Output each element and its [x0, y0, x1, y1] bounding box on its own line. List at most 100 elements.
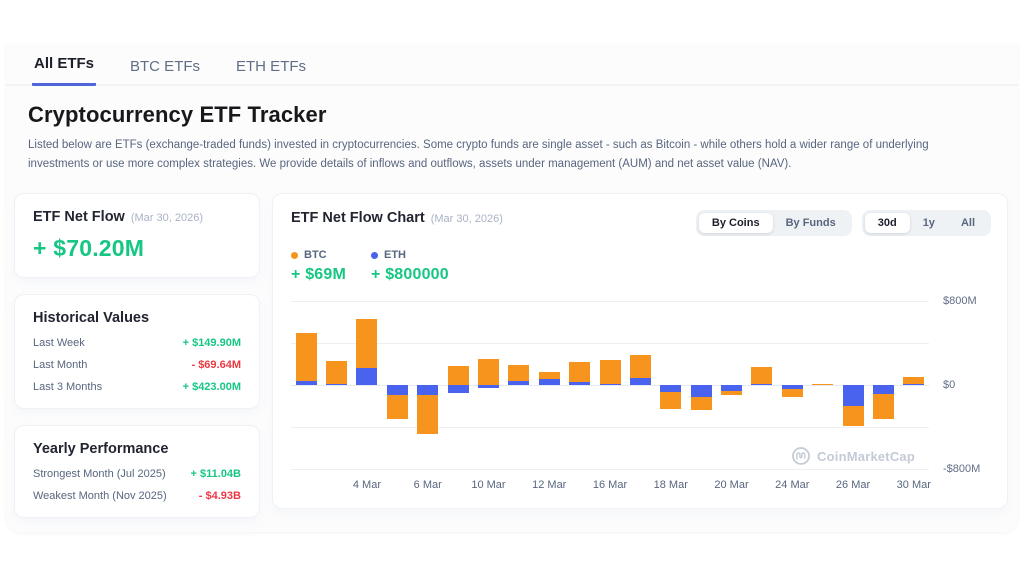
bar-eth-9-mar[interactable]: [447, 385, 469, 394]
gridline--800: [291, 468, 929, 470]
tab-bar: All ETFs BTC ETFs ETH ETFs: [6, 44, 1018, 86]
toggle-30d[interactable]: 30d: [864, 213, 910, 234]
bar-btc-3-mar[interactable]: [326, 361, 348, 384]
x-tick-label: 6 Mar: [413, 479, 442, 492]
bar-eth-6-mar[interactable]: [417, 385, 439, 396]
legend-btc: BTC: [291, 249, 371, 261]
eth-dot-icon: [371, 251, 378, 259]
bar-eth-16-mar[interactable]: [599, 384, 621, 386]
bar-btc-20-mar[interactable]: [721, 391, 743, 396]
toggle-by-coins[interactable]: By Coins: [698, 213, 773, 234]
tab-eth-etfs[interactable]: ETH ETFs: [236, 58, 307, 75]
x-axis: 4 Mar 6 Mar 10 Mar 12 Mar 16 Mar 18 Mar 20 Mar…: [291, 470, 931, 494]
gridline-0: [291, 384, 929, 386]
historical-values-title: Historical Values: [33, 310, 150, 327]
row-value: - $69.64M: [191, 359, 241, 372]
chart-legend: BTC ETH: [291, 249, 991, 261]
coinmarketcap-logo-icon: [792, 447, 810, 466]
yearly-performance-card: Yearly Performance Strongest Month (Jul …: [14, 425, 260, 519]
bar-btc-2-mar[interactable]: [295, 332, 317, 382]
bar-btc-16-mar[interactable]: [599, 360, 621, 385]
row-label: Weakest Month (Nov 2025): [33, 490, 167, 503]
x-tick-label: 20 Mar: [714, 479, 749, 492]
page-title: Cryptocurrency ETF Tracker: [28, 102, 327, 127]
toggle-by-funds[interactable]: By Funds: [785, 217, 836, 230]
x-tick-label: 10 Mar: [471, 479, 506, 492]
bar-eth-11-mar[interactable]: [508, 380, 530, 386]
bar-eth-10-mar[interactable]: [477, 385, 499, 389]
row-label: Last Week: [33, 337, 85, 350]
bar-btc-9-mar[interactable]: [447, 365, 469, 386]
historical-values-card: Historical Values Last Week + $149.90M L…: [14, 294, 260, 410]
plot-area: CoinMarketCap: [291, 300, 929, 470]
y-axis: $800M $0 -$800M: [929, 295, 991, 494]
yearly-row-strongest: Strongest Month (Jul 2025) + $11.04B: [33, 468, 241, 480]
bar-btc-10-mar[interactable]: [477, 359, 499, 386]
toggle-1y[interactable]: 1y: [922, 217, 935, 230]
bar-eth-3-mar[interactable]: [326, 383, 348, 386]
bar-btc-13-mar[interactable]: [569, 362, 591, 382]
bar-eth-5-mar[interactable]: [386, 385, 408, 396]
row-value: + $11.04B: [190, 468, 241, 481]
bar-btc-18-mar[interactable]: [660, 392, 682, 410]
bar-btc-17-mar[interactable]: [629, 355, 651, 378]
gridline-400: [291, 342, 929, 344]
row-label: Last 3 Months: [33, 381, 103, 394]
btc-flow-value: + $69M: [291, 266, 347, 284]
range-toggle: 30d 1y All: [861, 210, 991, 237]
bar-eth-18-mar[interactable]: [660, 385, 682, 393]
tab-btc-etfs[interactable]: BTC ETFs: [130, 58, 201, 75]
bar-btc-11-mar[interactable]: [508, 365, 530, 381]
x-tick-label: 24 Mar: [775, 479, 810, 492]
net-flow-chart-card: ETF Net Flow Chart (Mar 30, 2026) By Coi…: [272, 193, 1008, 510]
bar-btc-23-mar[interactable]: [751, 367, 773, 384]
row-label: Strongest Month (Jul 2025): [33, 468, 166, 481]
bar-eth-26-mar[interactable]: [842, 385, 864, 406]
eth-flow-value: + $800000: [371, 266, 449, 284]
net-flow-card: ETF Net Flow (Mar 30, 2026) + $70.20M: [14, 193, 260, 279]
bar-btc-4-mar[interactable]: [356, 319, 378, 369]
row-label: Last Month: [33, 359, 88, 372]
bar-btc-19-mar[interactable]: [690, 396, 712, 410]
bar-eth-17-mar[interactable]: [629, 377, 651, 386]
bar-eth-24-mar[interactable]: [781, 385, 803, 390]
net-flow-value: + $70.20M: [33, 235, 145, 262]
historical-row-last-week: Last Week + $149.90M: [33, 337, 241, 349]
bar-btc-12-mar[interactable]: [538, 371, 560, 379]
historical-row-last-month: Last Month - $69.64M: [33, 359, 241, 371]
bar-eth-30-mar[interactable]: [903, 384, 925, 386]
bar-btc-26-mar[interactable]: [842, 405, 864, 426]
page-description: Listed below are ETFs (exchange-traded f…: [28, 139, 929, 170]
bar-btc-24-mar[interactable]: [781, 389, 803, 398]
bar-eth-4-mar[interactable]: [356, 368, 378, 386]
coinmarketcap-watermark: CoinMarketCap: [791, 446, 915, 466]
y-tick-label: -$800M: [943, 463, 981, 476]
tab-all-etfs[interactable]: All ETFs: [32, 55, 97, 86]
bar-eth-2-mar[interactable]: [295, 381, 317, 386]
y-tick-label: $800M: [943, 295, 977, 308]
bar-eth-13-mar[interactable]: [569, 381, 591, 386]
etf-tracker-panel: All ETFs BTC ETFs ETH ETFs Cryptocurrenc…: [6, 44, 1018, 532]
bar-eth-27-mar[interactable]: [872, 385, 894, 395]
legend-btc-label: BTC: [304, 249, 327, 262]
sidebar: ETF Net Flow (Mar 30, 2026) + $70.20M Hi…: [14, 193, 260, 519]
bar-eth-23-mar[interactable]: [751, 383, 773, 386]
bar-btc-30-mar[interactable]: [903, 377, 925, 385]
x-tick-label: 12 Mar: [532, 479, 567, 492]
row-value: + $149.90M: [182, 337, 241, 350]
bar-btc-25-mar[interactable]: [812, 383, 834, 386]
bar-eth-19-mar[interactable]: [690, 385, 712, 397]
btc-dot-icon: [291, 251, 298, 259]
yearly-row-weakest: Weakest Month (Nov 2025) - $4.93B: [33, 490, 241, 502]
daily-flow-values: + $69M + $800000: [291, 266, 991, 284]
bar-eth-12-mar[interactable]: [538, 378, 560, 386]
row-value: + $423.00M: [182, 381, 241, 394]
x-tick-label: 18 Mar: [653, 479, 688, 492]
bar-btc-5-mar[interactable]: [386, 395, 408, 419]
toggle-all[interactable]: All: [960, 217, 975, 230]
bar-eth-20-mar[interactable]: [721, 385, 743, 392]
chart-area: CoinMarketCap 4 Mar 6 Mar 10 Mar 12 Mar 16 M…: [291, 295, 991, 494]
bar-btc-6-mar[interactable]: [417, 395, 439, 435]
bar-btc-27-mar[interactable]: [872, 394, 894, 419]
coins-funds-toggle: By Coins By Funds: [695, 210, 852, 237]
